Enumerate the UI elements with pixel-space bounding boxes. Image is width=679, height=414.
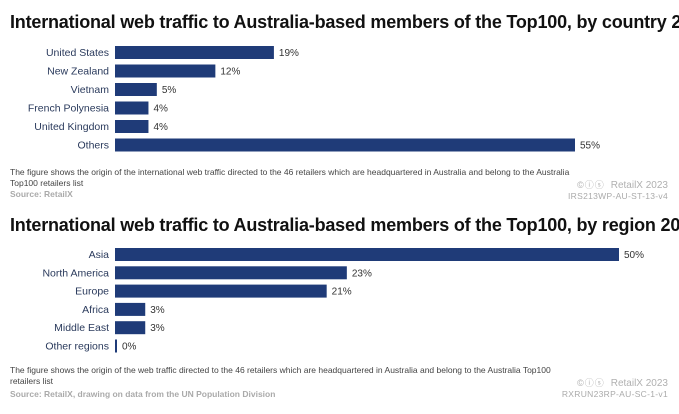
category-label: Europe: [75, 286, 109, 298]
bar: [115, 266, 347, 280]
category-label: United States: [46, 47, 109, 59]
creative-commons-icon: ©ⓘⓢ: [577, 378, 605, 388]
brand-label: RetailX 2023: [610, 180, 668, 191]
bar-row: French Polynesia 4%: [28, 101, 168, 115]
category-label: French Polynesia: [28, 103, 109, 115]
bar: [115, 138, 575, 152]
bar-row: North America 23%: [42, 266, 372, 280]
value-label: 5%: [162, 85, 177, 96]
bar-row: Other regions 0%: [45, 339, 137, 353]
bar: [115, 284, 327, 298]
bar: [115, 339, 117, 353]
bar-row: United States 19%: [46, 46, 299, 59]
chart-code: RXRUN23RP-AU-SC-1-v1: [561, 389, 668, 399]
category-label: Asia: [89, 249, 110, 261]
chart-source: Source: RetailX, drawing on data from th…: [10, 389, 276, 399]
bar: [115, 321, 146, 335]
value-label: 4%: [153, 104, 168, 115]
value-label: 0%: [122, 342, 137, 353]
bar: [115, 64, 216, 78]
bar-row: New Zealand 12%: [47, 64, 240, 78]
chart-title: International web traffic to Australia-b…: [10, 215, 679, 235]
value-label: 55%: [580, 141, 600, 152]
category-label: New Zealand: [47, 66, 109, 78]
category-label: Others: [77, 140, 109, 152]
country-bar-chart: United States 19% New Zealand 12% Vietnam 5% F…: [28, 46, 600, 152]
creative-commons-icon: ©ⓘⓢ: [577, 180, 605, 190]
region-chart-panel: International web traffic to Australia-b…: [0, 207, 679, 414]
category-label: Vietnam: [71, 84, 110, 96]
bar-row: Africa 3%: [82, 302, 165, 316]
chart-note: The figure shows the origin of the inter…: [10, 167, 570, 188]
chart-code: IRS213WP-AU-ST-13-v4: [568, 191, 668, 201]
chart-note: The figure shows the origin of the web t…: [10, 365, 551, 386]
value-label: 12%: [220, 67, 240, 78]
bar: [115, 302, 146, 316]
bar-row: Europe 21%: [75, 284, 352, 298]
bar-row: Middle East 3%: [54, 321, 165, 335]
category-label: Middle East: [54, 322, 109, 334]
bar: [115, 46, 274, 59]
category-label: North America: [42, 267, 109, 279]
bar: [115, 120, 149, 133]
category-label: United Kingdom: [34, 121, 109, 133]
bar: [115, 101, 149, 115]
country-chart-panel: International web traffic to Australia-b…: [10, 12, 679, 201]
bar: [115, 248, 619, 261]
value-label: 50%: [624, 250, 644, 261]
value-label: 3%: [150, 305, 165, 316]
value-label: 3%: [150, 323, 165, 334]
retailx-brand: ©ⓘⓢ RetailX 2023: [577, 178, 668, 191]
bar-row: Vietnam 5%: [71, 83, 177, 96]
bar-row: Others 55%: [77, 138, 600, 152]
bar-row: Asia 50%: [89, 248, 644, 261]
retailx-brand: ©ⓘⓢ RetailX 2023: [577, 376, 668, 389]
category-label: Africa: [82, 304, 109, 316]
brand-label: RetailX 2023: [610, 378, 668, 389]
category-label: Other regions: [45, 341, 109, 353]
value-label: 4%: [153, 122, 168, 133]
chart-source: Source: RetailX: [10, 189, 73, 199]
bar-row: United Kingdom 4%: [34, 120, 168, 133]
value-label: 23%: [352, 268, 372, 279]
chart-title: International web traffic to Australia-b…: [10, 12, 679, 32]
value-label: 21%: [332, 287, 352, 298]
bar: [115, 83, 157, 96]
region-bar-chart: Asia 50% North America 23% Europe 21% Africa 3%…: [42, 248, 644, 353]
value-label: 19%: [279, 48, 299, 59]
